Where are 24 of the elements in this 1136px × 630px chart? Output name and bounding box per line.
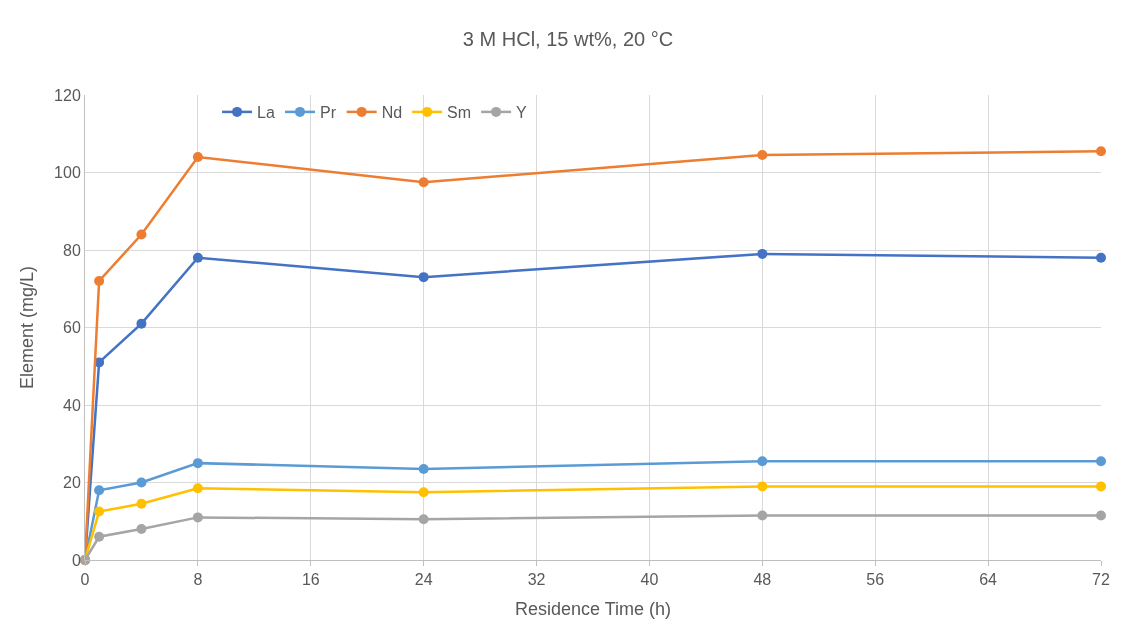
y-tick-label: 100 bbox=[54, 164, 81, 182]
y-axis-title: Element (mg/L) bbox=[17, 265, 38, 390]
legend-label: Sm bbox=[447, 104, 472, 122]
x-tick-label: 72 bbox=[1092, 571, 1110, 589]
y-tick-label: 0 bbox=[71, 551, 81, 569]
x-axis-title: Residence Time (h) bbox=[514, 599, 672, 620]
y-tick-label: 80 bbox=[63, 241, 81, 259]
y-tick-label: 120 bbox=[54, 86, 81, 104]
legend-label: Y bbox=[516, 104, 528, 122]
legend-label: La bbox=[257, 104, 275, 122]
y-tick-label: 60 bbox=[63, 319, 81, 337]
y-tick-label: 40 bbox=[63, 396, 81, 414]
x-tick-label: 48 bbox=[753, 571, 772, 589]
x-tick-label: 64 bbox=[979, 571, 998, 589]
chart-title: 3 M HCl, 15 wt%, 20 °C bbox=[462, 27, 674, 50]
x-tick-label: 16 bbox=[301, 571, 320, 589]
x-tick-label: 8 bbox=[193, 571, 203, 589]
x-tick-label: 24 bbox=[414, 571, 433, 589]
x-tick-label: 56 bbox=[866, 571, 885, 589]
legend-label: Nd bbox=[381, 104, 403, 122]
legend-label: Pr bbox=[319, 104, 337, 122]
x-tick-label: 32 bbox=[527, 571, 546, 589]
x-tick-label: 40 bbox=[640, 571, 659, 589]
y-tick-label: 20 bbox=[63, 474, 81, 492]
